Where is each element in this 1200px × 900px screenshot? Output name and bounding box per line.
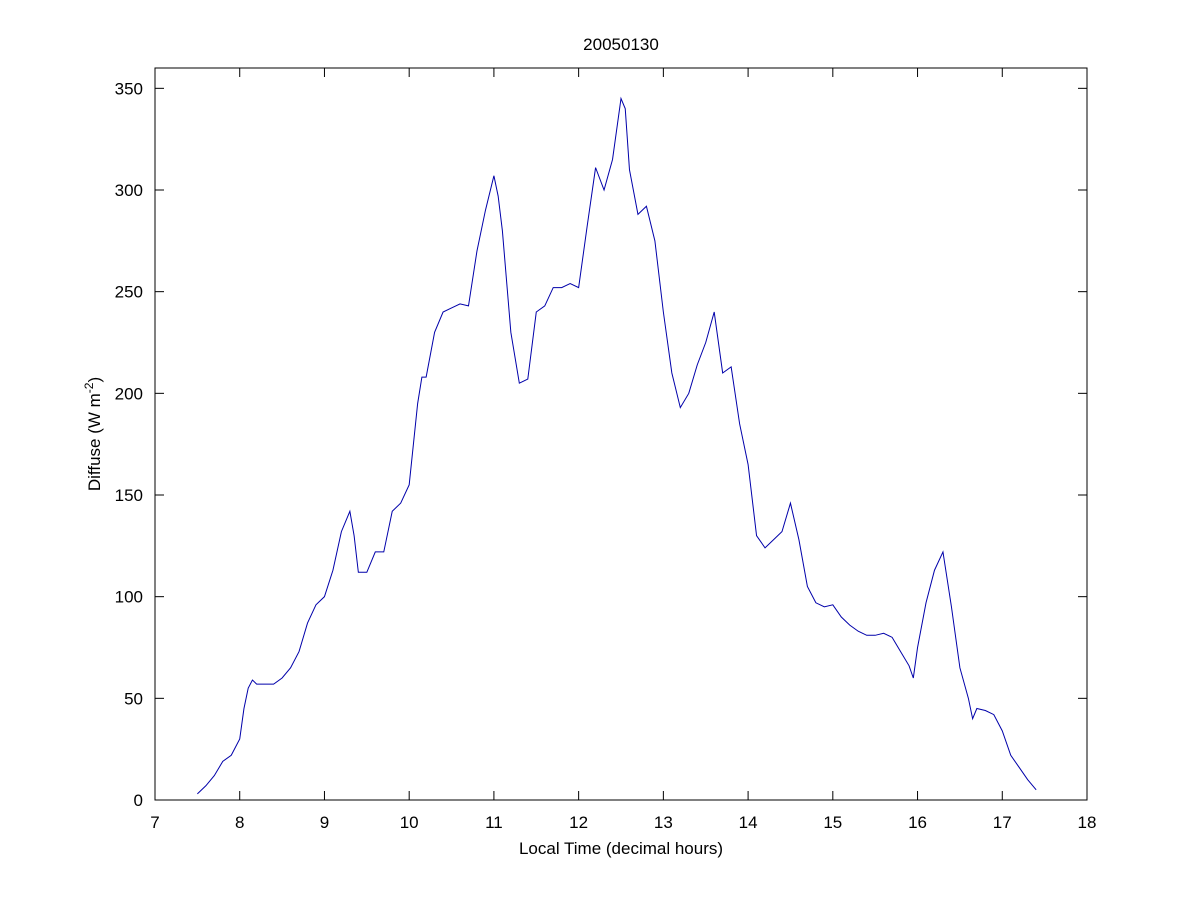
x-tick-label: 17	[993, 813, 1012, 832]
chart-title: 20050130	[583, 35, 659, 54]
y-axis-label-sup: -2	[82, 382, 96, 393]
y-tick-label: 350	[115, 79, 143, 98]
x-tick-label: 7	[150, 813, 159, 832]
y-tick-label: 250	[115, 283, 143, 302]
x-tick-label: 18	[1078, 813, 1097, 832]
series-line	[197, 96, 1037, 795]
x-tick-label: 13	[654, 813, 673, 832]
y-tick-label: 50	[124, 689, 143, 708]
y-tick-label: 150	[115, 486, 143, 505]
x-tick-label: 16	[908, 813, 927, 832]
axis-ticks	[154, 68, 1088, 801]
x-tick-label: 8	[235, 813, 244, 832]
x-tick-label: 11	[485, 813, 503, 832]
x-tick-label: 10	[400, 813, 419, 832]
y-tick-label: 0	[134, 791, 143, 810]
x-tick-label: 14	[739, 813, 758, 832]
x-tick-label: 15	[823, 813, 842, 832]
x-tick-label: 12	[569, 813, 588, 832]
x-tick-label: 9	[320, 813, 329, 832]
y-axis-label: Diffuse (W m-2)	[82, 377, 104, 491]
y-tick-label: 200	[115, 384, 143, 403]
y-tick-label: 300	[115, 181, 143, 200]
axis-tick-labels: 7 8 9 10 11 12 13 14 15 16 17 18 0 50 100 150 200 250 300 3…	[115, 79, 1097, 832]
x-axis-label: Local Time (decimal hours)	[519, 839, 723, 858]
y-axis-label-main: Diffuse (W m	[85, 393, 104, 491]
y-axis-label-close: )	[85, 377, 104, 383]
plot-area	[154, 67, 1088, 801]
y-tick-label: 100	[115, 588, 143, 607]
